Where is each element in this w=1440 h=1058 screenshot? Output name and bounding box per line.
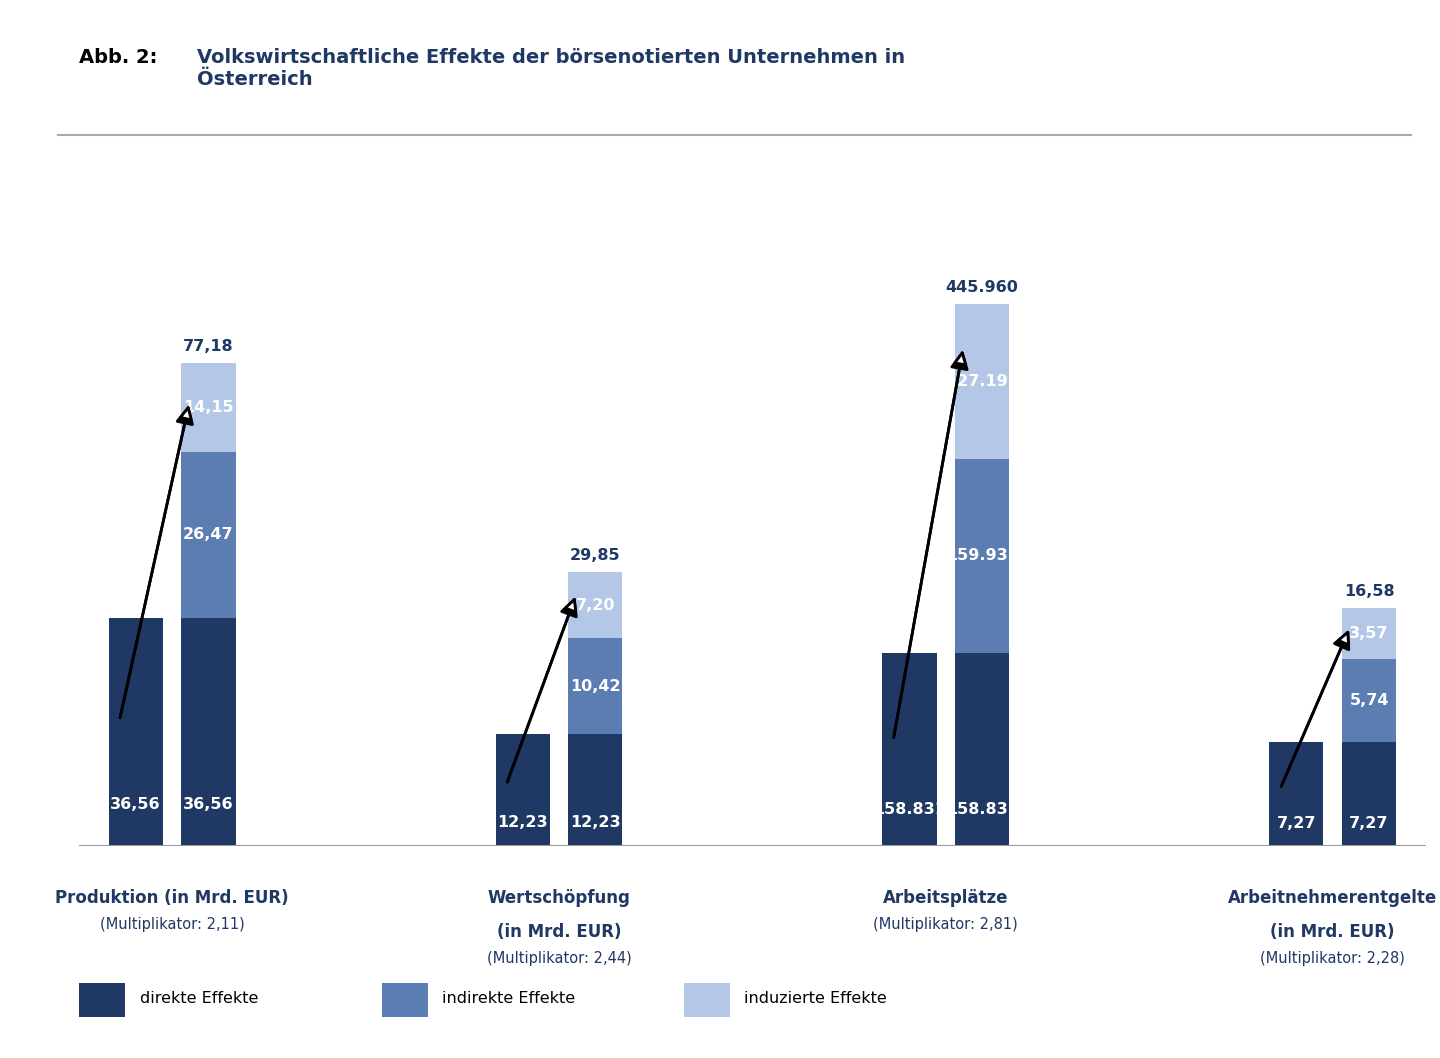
Text: 10,42: 10,42 — [570, 678, 621, 694]
Text: 14,15: 14,15 — [183, 400, 233, 415]
Text: (Multiplikator: 2,81): (Multiplikator: 2,81) — [874, 917, 1018, 932]
Bar — [569, 734, 622, 846]
Bar — [955, 653, 1009, 846]
Text: 7,27: 7,27 — [1349, 816, 1388, 831]
Bar — [181, 618, 236, 846]
Text: Arbeitsplätze: Arbeitsplätze — [883, 889, 1008, 907]
Text: 77,18: 77,18 — [183, 340, 233, 354]
Bar — [181, 452, 236, 618]
Text: 158.831: 158.831 — [873, 802, 946, 818]
Text: Wertschöpfung: Wertschöpfung — [488, 889, 631, 907]
Bar — [108, 618, 163, 846]
Bar — [955, 304, 1009, 458]
Text: 3,57: 3,57 — [1349, 626, 1388, 641]
Bar — [569, 638, 622, 734]
Bar — [181, 363, 236, 452]
Bar — [1342, 608, 1397, 659]
Text: (in Mrd. EUR): (in Mrd. EUR) — [497, 923, 621, 941]
Text: (Multiplikator: 2,44): (Multiplikator: 2,44) — [487, 951, 631, 966]
Text: Volkswirtschaftliche Effekte der börsenotierten Unternehmen in
Österreich: Volkswirtschaftliche Effekte der börseno… — [197, 48, 906, 89]
Text: 12,23: 12,23 — [570, 815, 621, 829]
Bar — [1342, 659, 1397, 742]
Text: 7,20: 7,20 — [576, 598, 615, 613]
Text: 5,74: 5,74 — [1349, 693, 1388, 708]
Bar — [495, 734, 550, 846]
Text: 158.831: 158.831 — [946, 802, 1018, 818]
Text: 36,56: 36,56 — [183, 797, 233, 813]
Text: indirekte Effekte: indirekte Effekte — [442, 991, 575, 1006]
Bar — [1269, 742, 1323, 846]
Bar — [569, 572, 622, 638]
Text: (Multiplikator: 2,11): (Multiplikator: 2,11) — [99, 917, 245, 932]
Text: 29,85: 29,85 — [570, 548, 621, 563]
Text: 445.960: 445.960 — [946, 279, 1018, 295]
Text: 26,47: 26,47 — [183, 527, 233, 543]
Text: Produktion (in Mrd. EUR): Produktion (in Mrd. EUR) — [55, 889, 289, 907]
Text: 12,23: 12,23 — [497, 815, 547, 829]
Text: induzierte Effekte: induzierte Effekte — [744, 991, 887, 1006]
Bar — [955, 458, 1009, 653]
Text: 159.935: 159.935 — [946, 548, 1018, 563]
Text: (in Mrd. EUR): (in Mrd. EUR) — [1270, 923, 1395, 941]
Text: 7,27: 7,27 — [1277, 816, 1316, 831]
Bar — [1342, 742, 1397, 846]
Text: (Multiplikator: 2,28): (Multiplikator: 2,28) — [1260, 951, 1405, 966]
Bar — [883, 653, 936, 846]
Text: 16,58: 16,58 — [1344, 584, 1394, 599]
Text: Arbeitnehmerentgelte: Arbeitnehmerentgelte — [1228, 889, 1437, 907]
Text: 127.191: 127.191 — [946, 373, 1018, 388]
Text: direkte Effekte: direkte Effekte — [140, 991, 258, 1006]
Text: Abb. 2:: Abb. 2: — [79, 48, 157, 67]
Text: 36,56: 36,56 — [111, 797, 161, 813]
